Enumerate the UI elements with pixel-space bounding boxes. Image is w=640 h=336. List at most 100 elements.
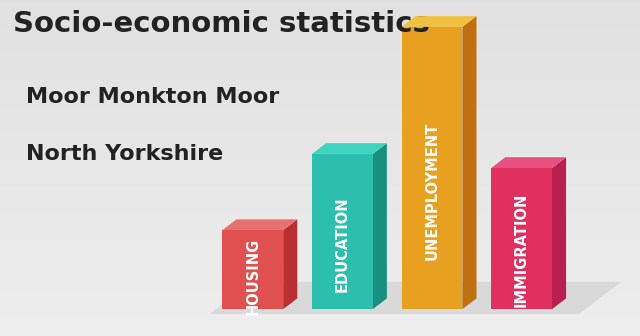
Bar [0,260,640,262]
Bar [0,116,640,118]
Bar [0,86,640,87]
Bar [0,148,640,150]
Bar [0,173,640,175]
Polygon shape [552,157,566,309]
Polygon shape [402,16,476,27]
Bar [0,254,640,255]
Bar [0,311,640,312]
Bar [0,294,640,296]
Bar [0,102,640,104]
Bar [0,119,640,121]
Bar [0,232,640,234]
Polygon shape [312,143,387,154]
Bar [0,27,640,29]
Bar [0,207,640,208]
Bar [0,138,640,139]
Bar [0,5,640,7]
Bar [0,198,640,200]
Bar [0,128,640,129]
Bar [0,158,640,160]
Bar [0,52,640,54]
Bar [0,129,640,131]
Bar [0,252,640,254]
Bar [0,202,640,203]
Bar [0,69,640,71]
Bar [0,25,640,27]
Bar [0,99,640,101]
Bar [0,326,640,328]
Polygon shape [492,298,566,309]
Bar [0,186,640,188]
Bar [0,250,640,252]
Bar [0,257,640,259]
Bar [0,101,640,102]
Bar [0,72,640,74]
Bar [0,228,640,230]
Bar [0,217,640,218]
Bar [0,76,640,77]
Polygon shape [402,298,476,309]
Bar [0,163,640,165]
Bar [0,193,640,195]
Bar [0,244,640,245]
Bar [0,195,640,197]
Bar [0,2,640,3]
Bar [0,234,640,235]
Bar [0,45,640,47]
Bar [0,10,640,12]
Bar [0,282,640,284]
Bar [0,259,640,260]
Bar [0,94,640,96]
Bar [0,15,640,17]
Bar [0,334,640,336]
Bar [0,291,640,292]
Bar [0,7,640,8]
Bar [0,242,640,244]
Bar [0,32,640,34]
Bar [0,126,640,128]
Bar [0,18,640,20]
Bar [0,136,640,138]
Bar [0,329,640,331]
Bar [0,316,640,318]
Polygon shape [223,219,298,230]
Bar [0,176,640,178]
Bar [0,296,640,297]
Bar [0,197,640,198]
Bar [0,59,640,60]
Bar [0,166,640,168]
Bar [0,245,640,247]
Bar [0,141,640,143]
Bar [0,235,640,237]
Bar [0,77,640,79]
Bar [0,299,640,301]
Bar [0,3,640,5]
Bar [0,318,640,319]
Bar [0,143,640,144]
Bar [0,247,640,249]
Bar [0,183,640,185]
Bar [0,165,640,166]
Bar [0,109,640,111]
Bar [0,286,640,287]
Bar [0,240,640,242]
Polygon shape [372,143,387,309]
Bar [0,71,640,72]
Bar [0,249,640,250]
Bar [0,321,640,323]
Bar [0,66,640,67]
Bar [0,319,640,321]
Bar [0,230,640,232]
Bar [0,24,640,25]
Bar [0,144,640,146]
Bar [0,74,640,76]
Bar [0,87,640,89]
Bar [0,13,640,15]
Bar [0,188,640,190]
Bar [0,39,640,40]
Bar [0,168,640,170]
Bar [0,92,640,94]
Bar [0,114,640,116]
Bar [0,133,640,134]
Polygon shape [210,282,621,314]
